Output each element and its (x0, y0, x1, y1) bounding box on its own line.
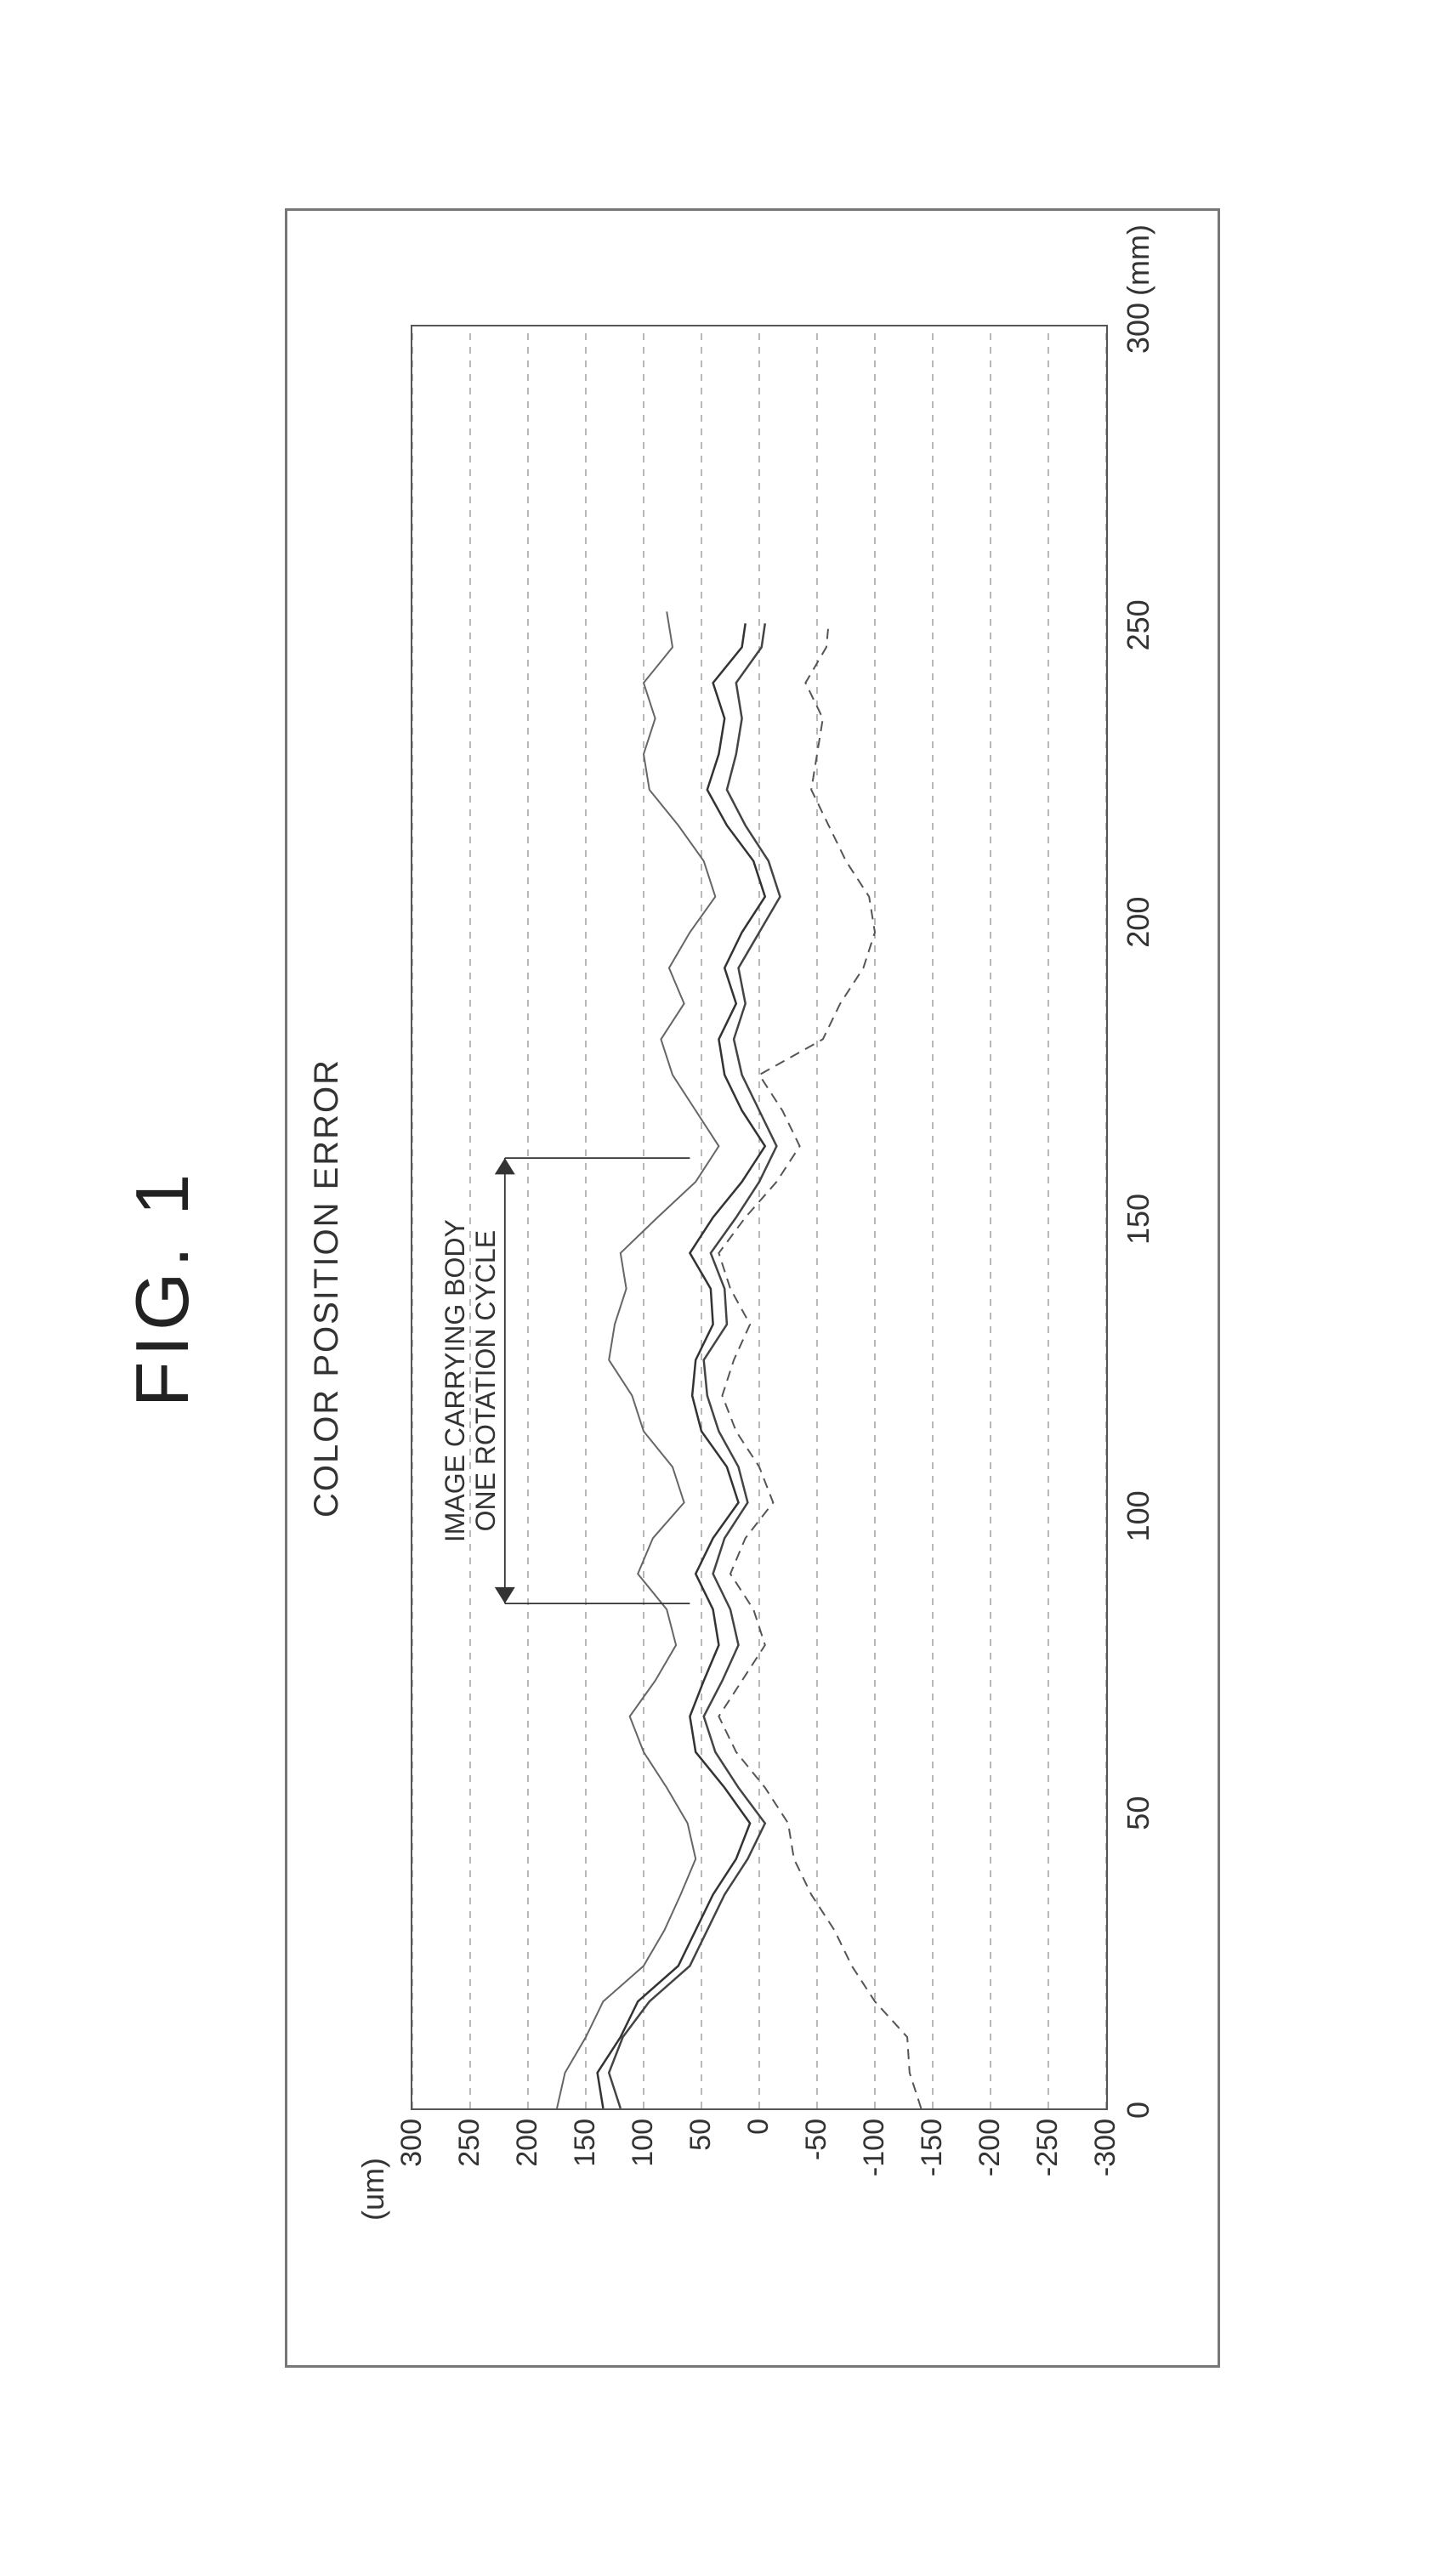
chart-panel: COLOR POSITION ERROR (um) IMAGE CARRYING… (285, 208, 1220, 2368)
y-tick-label: -50 (800, 2119, 833, 2195)
x-tick-label: 0 (1121, 2076, 1156, 2144)
y-tick-label: -200 (974, 2119, 1007, 2195)
y-tick-label: -250 (1031, 2119, 1064, 2195)
y-tick-label: 200 (511, 2119, 544, 2195)
series-line (557, 611, 718, 2108)
x-tick-label: 50 (1121, 1779, 1156, 1847)
figure-label: FIG. 1 (119, 0, 206, 2576)
chart-title: COLOR POSITION ERROR (308, 211, 346, 2365)
y-tick-label: 300 (395, 2119, 429, 2195)
plot-area: IMAGE CARRYING BODYONE ROTATION CYCLE (411, 325, 1108, 2110)
x-tick-label: 300 (1121, 294, 1156, 362)
y-tick-label: 50 (684, 2119, 718, 2195)
annotation-text: IMAGE CARRYING BODYONE ROTATION CYCLE (440, 1219, 501, 1542)
x-tick-label: 150 (1121, 1185, 1156, 1253)
y-tick-label: 100 (627, 2119, 660, 2195)
y-tick-label: -300 (1089, 2119, 1122, 2195)
y-tick-label: -100 (858, 2119, 891, 2195)
y-tick-label: 0 (742, 2119, 775, 2195)
x-tick-label: 100 (1121, 1482, 1156, 1550)
y-tick-label: -150 (916, 2119, 949, 2195)
x-axis-unit: (mm) (1121, 224, 1156, 296)
y-tick-label: 250 (453, 2119, 486, 2195)
rotated-canvas: FIG. 1 COLOR POSITION ERROR (um) IMAGE C… (0, 0, 1442, 2576)
y-axis-unit: (um) (355, 2158, 391, 2221)
x-tick-label: 200 (1121, 888, 1156, 956)
x-tick-label: 250 (1121, 591, 1156, 659)
plot-svg: IMAGE CARRYING BODYONE ROTATION CYCLE (412, 326, 1106, 2108)
series-line (598, 623, 765, 2108)
series-line (718, 623, 921, 2108)
y-tick-label: 150 (569, 2119, 602, 2195)
page: FIG. 1 COLOR POSITION ERROR (um) IMAGE C… (0, 0, 1442, 2576)
